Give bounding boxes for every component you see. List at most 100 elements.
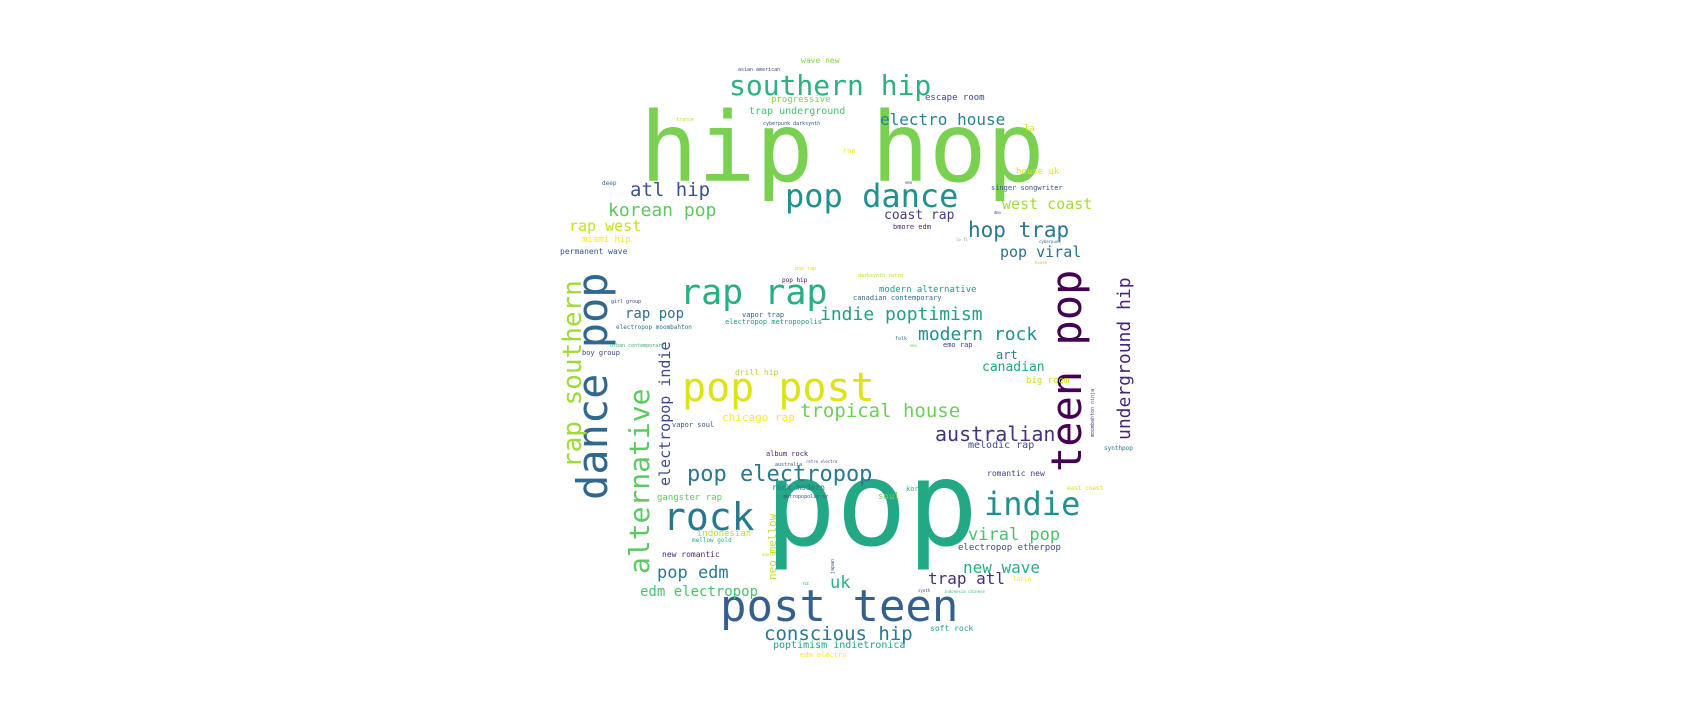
word-darksynth-retro: darksynth retro	[858, 273, 904, 279]
word-indie: indie	[984, 485, 1081, 523]
word-soul: soul	[878, 492, 900, 502]
word-new-wave: new wave	[963, 558, 1041, 577]
word-boy-group: boy group	[582, 349, 620, 357]
word-emo-rap: emo rap	[943, 341, 973, 349]
word-deep: deep	[602, 180, 617, 187]
word-chicago-rap: chicago rap	[722, 411, 795, 424]
word-vapor-soul: vapor soul	[672, 421, 715, 429]
word-indie-poptimism: indie poptimism	[820, 304, 983, 325]
word-escape-room: escape room	[925, 93, 985, 103]
word-indonesian: indonesian	[697, 529, 752, 539]
word-tropical-house: tropical house	[800, 400, 961, 422]
word-synth: synth	[918, 588, 931, 593]
word-retro-electro: retro electro	[806, 459, 838, 464]
word-viral-pop: viral pop	[968, 525, 1061, 545]
word-romantic-new: romantic new	[987, 469, 1045, 478]
word-nz: nz	[803, 581, 810, 587]
word-post-teen: post teen	[720, 581, 959, 632]
word-rap-pop: rap pop	[625, 306, 685, 322]
word-progressive: progressive	[771, 95, 831, 105]
word-dmv: dmv	[994, 210, 1002, 215]
word-cyberpunk: cyberpunk	[1039, 239, 1061, 244]
word-permanent-wave: permanent wave	[560, 247, 628, 256]
word-folk: folk	[895, 336, 908, 342]
word-korean-pop: korean pop	[608, 200, 717, 221]
word-alternative: alternative	[623, 388, 656, 574]
word-house: house	[1035, 260, 1048, 265]
word-east-coast: east coast	[1067, 485, 1104, 492]
word-danish: danish	[762, 552, 777, 557]
word-trance: trance	[676, 117, 695, 123]
word-drill-hip: drill hip	[735, 368, 779, 377]
word-neo-mellow: neo mellow	[766, 513, 779, 580]
word-pop: pop	[765, 435, 979, 573]
word-electropop-indie: electropop indie	[656, 341, 674, 487]
word-australian: australian	[935, 422, 1056, 446]
word-pop-rap: pop rap	[795, 266, 817, 272]
word-miami-hip: miami hip	[582, 235, 631, 245]
word-la: la	[1024, 124, 1035, 134]
word-gangster-rap: gangster rap	[657, 493, 723, 503]
word-coast-rap: coast rap	[884, 208, 955, 223]
word-electropop-etherpop: electropop etherpop	[958, 543, 1061, 553]
word-conscious-hip: conscious hip	[764, 623, 913, 645]
word-edm-electropop: edm electropop	[640, 584, 759, 600]
word-electropop-moombahton: electropop moombahton	[616, 324, 692, 331]
word-rock: rock	[663, 495, 755, 539]
word-hip-hop: hip hop	[640, 92, 1045, 204]
word-vapor-trap: vapor trap	[742, 311, 785, 319]
word-melodic-rap: melodic rap	[968, 440, 1035, 451]
word-lo-fi: lo fi	[956, 237, 969, 242]
word-mellow-gold: mellow gold	[692, 537, 732, 544]
word-house-uk: house uk	[1016, 167, 1060, 177]
word-hop-trap: hop trap	[968, 218, 1070, 242]
word-japan: japan	[830, 558, 836, 574]
word-new-romantic: new romantic	[662, 550, 720, 559]
word-australia: australia	[775, 462, 803, 468]
word-underground-hip: underground hip	[1114, 277, 1135, 440]
word-bmore-edm: bmore edm	[893, 223, 931, 231]
word-rap-southern: rap southern	[558, 280, 588, 468]
word-edm-electro: edm electro	[800, 651, 847, 659]
word-trap-underground: trap underground	[749, 106, 846, 117]
word-indonesia-chinese: indonesia chinese	[944, 589, 985, 594]
word-cyberpunk-darksynth: cyberpunk darksynth	[763, 121, 821, 127]
word-poptimism-indietronica: poptimism indietronica	[773, 640, 906, 651]
word-rap: rap	[843, 147, 856, 155]
word-girl-group: girl group	[611, 299, 642, 305]
word-emo: emo	[910, 343, 918, 348]
word-west-coast: west coast	[1002, 195, 1093, 213]
word-rock-modern: rock modern	[772, 483, 825, 492]
word-art: art	[996, 348, 1018, 362]
word-electro-house: electro house	[880, 110, 1006, 129]
word-pop-hip: pop hip	[782, 277, 808, 284]
word-big-room: big room	[1026, 376, 1070, 386]
word-album-rock: album rock	[766, 450, 809, 458]
word-singer-songwriter: singer songwriter	[991, 184, 1063, 192]
word-atl-hip: atl hip	[630, 179, 711, 201]
word-synthpop: synthpop	[1104, 445, 1133, 452]
word-latin: latin	[1013, 576, 1032, 583]
word-rap-rap: rap rap	[680, 273, 828, 313]
word-metropopolis-nz: metropopolis nz	[783, 494, 829, 500]
word-urban-contemporary: urban contemporary	[610, 343, 665, 349]
word-emo: emo	[905, 180, 913, 185]
word-pop-edm: pop edm	[657, 563, 729, 583]
word-pop-post: pop post	[682, 365, 875, 411]
word-pop-electropop: pop electropop	[687, 462, 873, 487]
word-asian-american: asian american	[738, 67, 781, 73]
word-canadian: canadian	[982, 360, 1045, 375]
word-canadian-contemporary: canadian contemporary	[853, 294, 942, 302]
word-rap-west: rap west	[569, 217, 642, 235]
word-trap-atl: trap atl	[928, 569, 1006, 588]
word-korean: korean	[906, 485, 932, 493]
word-soft-rock: soft rock	[930, 624, 974, 633]
word-modern-alternative: modern alternative	[879, 285, 977, 295]
word-pop-viral: pop viral	[1000, 243, 1082, 261]
word-southern-hip: southern hip	[729, 69, 932, 102]
word-electropop-metropopolis: electropop metropopolis	[725, 318, 822, 326]
word-pop-dance: pop dance	[785, 177, 959, 215]
word-uk: uk	[830, 573, 851, 593]
word-modern-rock: modern rock	[918, 324, 1038, 345]
